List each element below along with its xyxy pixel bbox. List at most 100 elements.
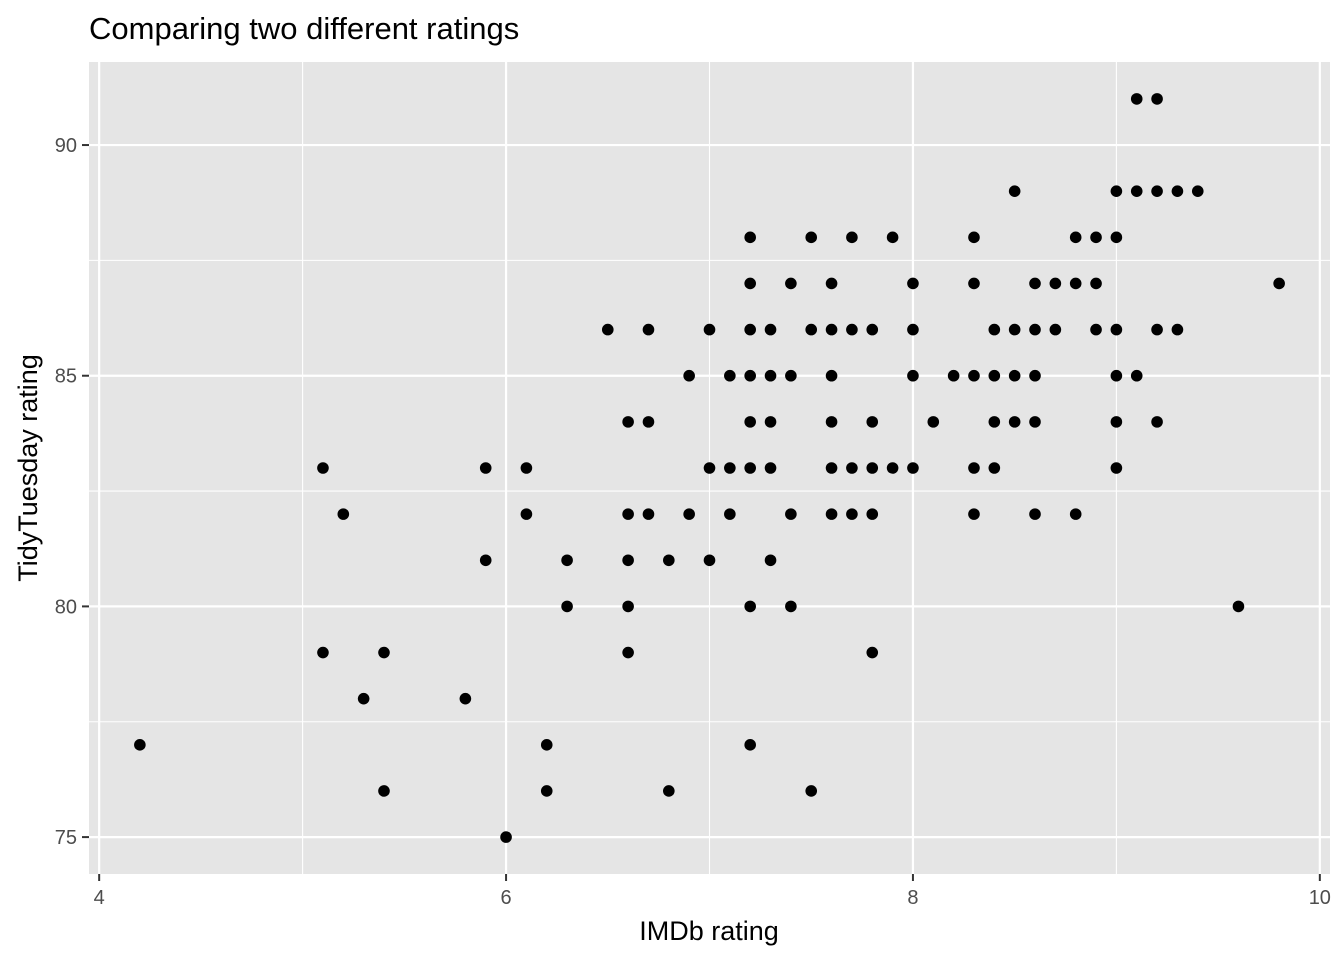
data-point	[1049, 277, 1062, 290]
data-point	[1110, 323, 1123, 336]
data-point	[622, 600, 634, 613]
data-point	[988, 416, 1001, 428]
data-point	[622, 416, 634, 428]
data-point	[357, 692, 370, 705]
x-tick-label: 8	[907, 887, 918, 909]
data-point	[825, 462, 838, 474]
data-point	[1171, 185, 1184, 197]
data-point	[1008, 416, 1021, 428]
data-point	[744, 369, 756, 382]
x-tick-label: 6	[500, 887, 511, 909]
data-point	[1029, 277, 1041, 290]
data-point	[479, 554, 492, 567]
data-point	[337, 508, 350, 520]
y-axis-title: TidyTuesday rating	[13, 354, 43, 582]
data-point	[1171, 323, 1184, 336]
data-point	[1130, 93, 1143, 105]
data-point	[866, 646, 879, 659]
data-point	[520, 508, 533, 520]
data-point	[378, 785, 390, 797]
data-point	[907, 323, 919, 336]
data-point	[1029, 416, 1041, 428]
data-point	[520, 462, 533, 474]
x-axis-ticks: 4 6 8 10	[94, 874, 1331, 909]
data-point	[1069, 231, 1082, 244]
data-point	[1151, 323, 1163, 336]
y-axis-ticks: 75 80 85 90	[55, 135, 89, 849]
y-tick-label: 80	[55, 596, 77, 618]
data-point	[683, 508, 695, 520]
x-tick-label: 10	[1309, 887, 1331, 909]
data-point	[703, 462, 716, 474]
data-point	[317, 646, 329, 659]
data-point	[540, 739, 553, 751]
data-point	[1029, 369, 1041, 382]
data-point	[846, 508, 858, 520]
data-point	[785, 369, 797, 382]
data-point	[866, 416, 879, 428]
data-point	[744, 416, 756, 428]
data-point	[744, 462, 756, 474]
data-point	[968, 231, 980, 244]
data-point	[1008, 185, 1021, 197]
data-point	[825, 508, 838, 520]
data-point	[622, 508, 634, 520]
data-point	[1069, 277, 1082, 290]
data-point	[1110, 231, 1123, 244]
data-point	[846, 323, 858, 336]
data-point	[1029, 323, 1041, 336]
data-point	[703, 323, 716, 336]
data-point	[947, 369, 960, 382]
data-point	[1191, 185, 1204, 197]
data-point	[988, 369, 1001, 382]
data-point	[601, 323, 614, 336]
data-point	[1069, 508, 1082, 520]
data-point	[1090, 231, 1102, 244]
data-point	[1049, 323, 1062, 336]
data-point	[805, 323, 818, 336]
data-point	[825, 416, 838, 428]
data-point	[764, 369, 777, 382]
data-point	[907, 462, 919, 474]
major-gridlines	[89, 62, 1330, 874]
x-axis-title: IMDb rating	[639, 916, 779, 946]
data-point	[663, 785, 675, 797]
data-point	[764, 323, 777, 336]
data-point	[825, 369, 838, 382]
chart-title: Comparing two different ratings	[89, 11, 519, 46]
data-point	[744, 323, 756, 336]
data-points	[134, 93, 1285, 843]
data-point	[866, 323, 879, 336]
data-point	[846, 462, 858, 474]
data-point	[764, 462, 777, 474]
x-tick-label: 4	[94, 887, 105, 909]
data-point	[642, 323, 655, 336]
data-point	[479, 462, 492, 474]
data-point	[805, 785, 818, 797]
data-point	[622, 554, 634, 567]
data-point	[785, 277, 797, 290]
data-point	[663, 554, 675, 567]
data-point	[988, 323, 1001, 336]
data-point	[907, 369, 919, 382]
data-point	[886, 231, 899, 244]
data-point	[500, 831, 512, 843]
data-point	[785, 600, 797, 613]
data-point	[561, 554, 573, 567]
data-point	[927, 416, 940, 428]
data-point	[846, 231, 858, 244]
data-point	[764, 554, 777, 567]
data-point	[1110, 462, 1123, 474]
data-point	[724, 462, 736, 474]
data-point	[805, 231, 818, 244]
data-point	[683, 369, 695, 382]
data-point	[1110, 416, 1123, 428]
data-point	[1110, 369, 1123, 382]
data-point	[1130, 369, 1143, 382]
data-point	[1232, 600, 1245, 613]
data-point	[540, 785, 553, 797]
data-point	[825, 277, 838, 290]
data-point	[642, 416, 655, 428]
data-point	[1110, 185, 1123, 197]
data-point	[825, 323, 838, 336]
